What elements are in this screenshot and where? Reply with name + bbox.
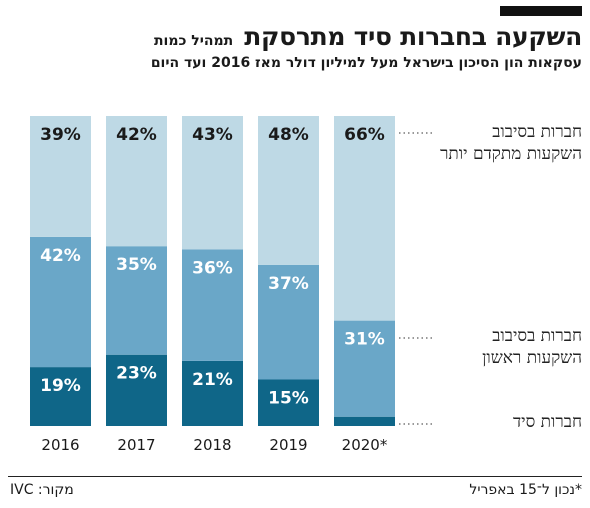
bar-segment-seed [182, 360, 243, 426]
data-label-late_stage: 48% [268, 125, 309, 145]
x-tick-label: 2019 [269, 436, 307, 454]
x-tick-label: 2018 [193, 436, 231, 454]
bar-segment-first_round [182, 249, 243, 361]
data-label-late_stage: 66% [344, 125, 385, 145]
data-label-seed: 15% [268, 389, 309, 409]
data-label-first_round: 36% [192, 258, 233, 278]
data-label-seed: 23% [116, 364, 157, 384]
legend-seed: חברות סיד [512, 412, 582, 432]
bar-segment-late_stage [106, 116, 167, 247]
chart-subtitle: עסקאות הון הסיכון בישראל מעל למיליון דול… [150, 55, 582, 71]
data-label-first_round: 31% [344, 330, 385, 350]
bar-segment-seed [258, 379, 319, 426]
x-tick-label: 2020* [342, 436, 388, 454]
bar-segment-seed [30, 367, 91, 426]
footer-divider [8, 476, 582, 477]
footnote: *נכון ל־15 באפריל [469, 482, 582, 498]
x-tick-label: 2016 [41, 436, 79, 454]
title-main: השקעה בחברות סיד מתרסקת [244, 22, 582, 51]
bar-segment-late_stage [334, 116, 395, 321]
source-credit: מקור: IVC [10, 482, 74, 498]
x-tick-label: 2017 [117, 436, 155, 454]
chart-title: השקעה בחברות סיד מתרסקת תמהיל כמות [154, 22, 582, 51]
bar-segment-late_stage [258, 116, 319, 265]
bar-segment-first_round [30, 236, 91, 368]
data-label-late_stage: 39% [40, 125, 81, 145]
data-label-seed: 19% [40, 376, 81, 396]
header-accent-bar [500, 6, 582, 16]
bar-segment-first_round [258, 264, 319, 380]
bar-segment-first_round [334, 320, 395, 417]
legend-first-round: חברות בסיבוב השקעות ראשון [482, 326, 582, 368]
data-label-first_round: 35% [116, 255, 157, 275]
data-label-late_stage: 42% [116, 125, 157, 145]
title-suffix: תמהיל כמות [153, 33, 234, 49]
bar-segment-first_round [106, 246, 167, 355]
data-label-seed: 21% [192, 370, 233, 390]
data-label-first_round: 37% [268, 274, 309, 294]
bar-segment-seed [334, 416, 395, 426]
data-label-late_stage: 43% [192, 125, 233, 145]
legend-late-stage: חברות בסיבוב השקעות מתקדם יותר [440, 122, 582, 164]
bar-segment-late_stage [30, 116, 91, 237]
data-label-first_round: 42% [40, 246, 81, 266]
bar-segment-seed [106, 354, 167, 426]
bar-segment-late_stage [182, 116, 243, 250]
